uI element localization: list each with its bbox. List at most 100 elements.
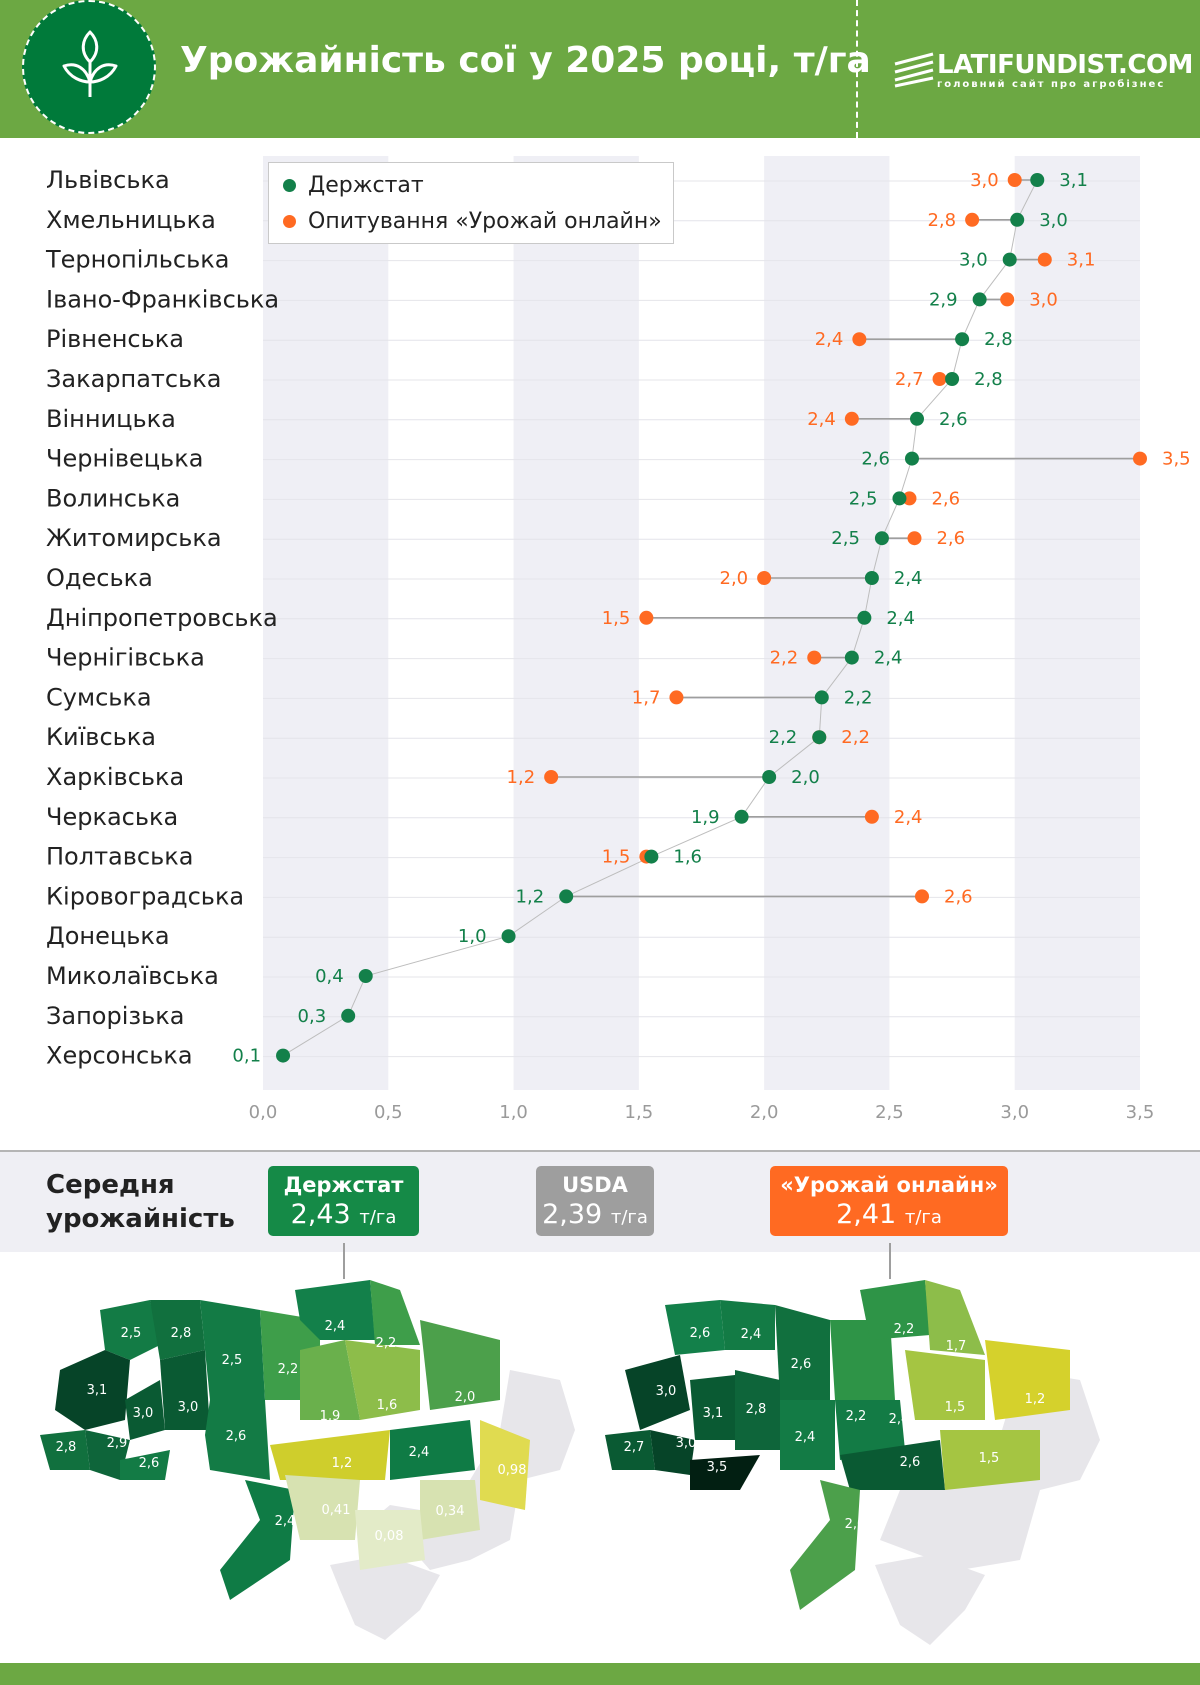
map-left-value: 3,0	[178, 1400, 199, 1415]
map-left-value: 0,34	[436, 1504, 465, 1519]
survey-value-label: 1,5	[602, 847, 631, 868]
region-mykolaivska	[285, 1475, 360, 1540]
region-odeska	[220, 1480, 295, 1600]
grid-band-2	[764, 156, 890, 1090]
ukraine-maps: 2,5 2,8 3,1 3,0 3,0 2,5 2,2 2,4 2,2 1,6 2,0 1,9 2,9 2…	[40, 1280, 1100, 1645]
survey-value-label: 3,1	[1067, 250, 1096, 271]
category-label: Львівська	[46, 166, 170, 194]
region-sumska	[370, 1280, 420, 1345]
map-right-value: 2,2	[846, 1409, 867, 1424]
region-ivano-frankivska	[85, 1430, 130, 1480]
category-label: Дніпропетровська	[46, 604, 278, 632]
map-left-value: 0,08	[375, 1529, 404, 1544]
average-online-unit: т/га	[904, 1207, 942, 1228]
category-label: Київська	[46, 723, 156, 751]
survey-point	[544, 770, 559, 784]
survey-point	[852, 332, 867, 347]
grid-band-0	[263, 156, 389, 1090]
derzhstat-point	[501, 929, 516, 944]
map-left-value: 2,8	[56, 1440, 77, 1455]
average-online-label: «Урожай онлайн»	[780, 1173, 998, 1197]
derzhstat-point	[341, 1008, 356, 1023]
derzhstat-value-label: 2,0	[791, 767, 820, 788]
map-right-value: 2,0	[845, 1517, 866, 1532]
survey-point	[1007, 173, 1022, 187]
derzhstat-point	[892, 491, 907, 506]
region-r-kirovohradska	[840, 1440, 945, 1490]
x-tick-label: 1,0	[499, 1102, 528, 1123]
header: Урожайність сої у 2025 році, т/га LATIFU…	[0, 0, 1200, 138]
derzhstat-point	[276, 1048, 291, 1063]
derzhstat-point	[1002, 252, 1017, 267]
category-label: Хмельницька	[46, 206, 216, 234]
region-r-chernihivska	[860, 1280, 930, 1340]
survey-value-label: 2,0	[720, 568, 749, 589]
region-khmelnytska	[160, 1350, 210, 1430]
derzhstat-value-label: 1,2	[516, 886, 545, 907]
map-right-value: 2,6	[900, 1455, 921, 1470]
region-r-ivano-frankivska	[650, 1430, 695, 1475]
map-left-value: 1,9	[320, 1409, 341, 1424]
survey-value-label: 3,0	[1029, 289, 1058, 310]
average-derzhstat-label: Держстат	[283, 1173, 404, 1197]
legend-item-survey: Опитування «Урожай онлайн»	[283, 209, 662, 234]
category-label: Херсонська	[46, 1042, 193, 1070]
region-r-khmelnytska	[735, 1370, 780, 1450]
survey-value-label: 1,7	[632, 687, 661, 708]
derzhstat-value-label: 2,8	[984, 329, 1013, 350]
survey-value-label: 2,6	[944, 886, 973, 907]
category-label: Сумська	[46, 683, 152, 711]
survey-point	[864, 809, 879, 824]
derzhstat-value-label: 0,4	[315, 966, 344, 987]
region-zhytomyrska	[200, 1300, 265, 1400]
average-online-box: «Урожай онлайн» 2,41 т/га	[770, 1166, 1008, 1236]
sprout-icon	[62, 30, 118, 97]
category-label: Волинська	[46, 484, 180, 512]
category-label: Миколаївська	[46, 962, 219, 990]
map-left-value: 2,4	[325, 1319, 346, 1334]
map-left-value: 2,9	[107, 1436, 128, 1451]
average-usda-unit: т/га	[610, 1207, 648, 1228]
survey-value-label: 2,4	[894, 807, 923, 828]
legend-survey-label: Опитування «Урожай онлайн»	[308, 209, 662, 234]
map-right-value: 1,7	[946, 1339, 967, 1354]
average-usda-box: USDA 2,39 т/га	[536, 1166, 654, 1236]
derzhstat-point	[644, 849, 659, 864]
category-label: Тернопільська	[45, 246, 229, 274]
map-right-value: 3,0	[676, 1436, 697, 1451]
legend-item-derzhstat: Держстат	[283, 173, 424, 198]
average-online-value: 2,41	[836, 1199, 897, 1230]
logo-icon	[894, 52, 934, 88]
region-dnipropetrovska	[390, 1420, 475, 1480]
derzhstat-value-label: 2,2	[769, 727, 798, 748]
survey-point	[915, 889, 930, 904]
chart-legend: Держстат Опитування «Урожай онлайн»	[268, 162, 674, 244]
region-zaporizka	[420, 1480, 480, 1540]
region-kharkivska	[420, 1320, 500, 1410]
map-left-value: 2,6	[226, 1429, 247, 1444]
derzhstat-value-label: 2,2	[844, 687, 873, 708]
survey-point	[1000, 292, 1015, 307]
map-connector-right	[889, 1243, 891, 1279]
survey-point	[965, 212, 980, 227]
region-r-rivnenska	[720, 1300, 775, 1350]
derzhstat-value-label: 2,5	[831, 528, 860, 549]
derzhstat-value-label: 2,8	[974, 369, 1003, 390]
derzhstat-point	[864, 571, 879, 585]
derzhstat-value-label: 3,0	[1039, 210, 1068, 231]
map-left-value: 3,1	[87, 1383, 108, 1398]
region-r-sumska	[925, 1280, 985, 1355]
map-right-value: 1,5	[979, 1451, 1000, 1466]
grid-band-1	[513, 156, 639, 1090]
map-right-value: 2,4	[795, 1430, 816, 1445]
survey-point	[902, 491, 917, 506]
map-right-value: 2,6	[690, 1326, 711, 1341]
map-left-value: 2,5	[121, 1326, 142, 1341]
derzhstat-point	[559, 889, 574, 904]
page-title: Урожайність сої у 2025 році, т/га	[180, 40, 871, 81]
derzhstat-point	[762, 770, 777, 784]
derzhstat-value-label: 2,4	[874, 648, 903, 669]
derzhstat-point	[844, 650, 859, 665]
average-title: Середня урожайність	[46, 1170, 235, 1234]
x-tick-label: 2,0	[750, 1102, 779, 1123]
